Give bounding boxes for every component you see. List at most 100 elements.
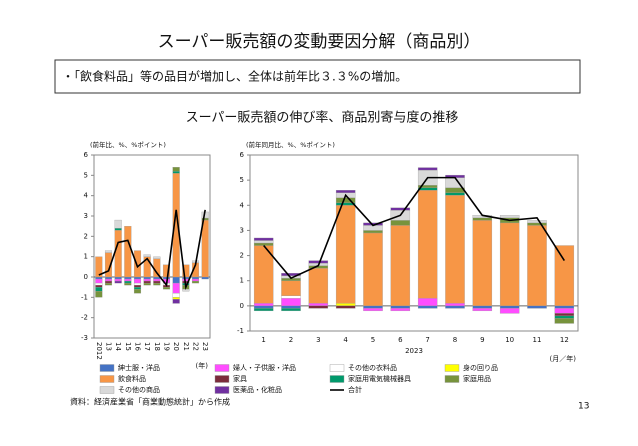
bar-segment — [133, 282, 142, 286]
bar-segment — [114, 280, 122, 284]
summary: ・「飲食料品」等の品目が増加し、全体は前年比３.３%の増加。 — [62, 69, 407, 84]
bar-segment — [191, 280, 200, 284]
legend-label: 合計 — [348, 385, 362, 394]
bar-segment — [133, 278, 142, 284]
bar-segment — [527, 222, 547, 226]
bar-segment — [417, 190, 438, 299]
x-tick-label: 11 — [533, 336, 542, 344]
legend-swatch — [214, 375, 230, 383]
bar-segment — [114, 230, 122, 278]
bar-segment — [253, 240, 274, 244]
bar-segment — [445, 192, 465, 196]
bar-segment — [472, 305, 493, 309]
bar-segment — [335, 305, 356, 309]
legend-swatch — [444, 364, 460, 372]
bar-segment — [335, 303, 356, 307]
bar-segment — [95, 287, 103, 292]
x-tick-label: 10 — [505, 336, 514, 344]
bar-segment — [554, 245, 575, 307]
y-tick-label: 6 — [240, 151, 245, 159]
x-tick-label: 1 — [261, 336, 265, 344]
bar-segment — [390, 220, 411, 226]
legend-swatch — [214, 364, 230, 372]
bar-segment — [133, 250, 142, 278]
bar-segment — [499, 215, 520, 219]
x-unit: (月／年) — [550, 354, 577, 363]
bar-segment — [554, 315, 575, 319]
bar-segment — [554, 308, 575, 314]
y-tick-label: 5 — [84, 171, 88, 179]
summary-box — [54, 59, 581, 94]
legend-label: 婦人・子供服・洋品 — [233, 363, 296, 372]
x-tick-label: 5 — [371, 336, 375, 344]
bar-segment — [363, 308, 383, 312]
y-tick-label: 1 — [84, 253, 88, 261]
legend-label: 飲食料品 — [118, 374, 146, 383]
legend-label: 家庭用品 — [463, 374, 491, 383]
x-label: 2023 — [405, 347, 423, 355]
bar-segment — [499, 305, 520, 309]
y-tick-label: 2 — [240, 252, 244, 260]
bar-segment — [133, 287, 142, 290]
x-tick-label: 13 — [105, 342, 113, 351]
y-tick-label: -1 — [81, 293, 88, 301]
bar-segment — [253, 242, 274, 246]
bar-segment — [499, 222, 520, 307]
x-tick-label: 3 — [316, 336, 320, 344]
bar-segment — [390, 225, 411, 307]
x-unit: (年) — [196, 361, 209, 370]
bar-segment — [527, 220, 547, 224]
bar-segment — [191, 276, 200, 280]
bar-segment — [308, 267, 329, 304]
bar-segment — [124, 282, 132, 286]
bar-segment — [253, 303, 274, 307]
bar-segment — [143, 254, 151, 257]
plot-frame — [93, 154, 211, 339]
x-tick-label: 7 — [425, 336, 429, 344]
y-tick-label: 5 — [240, 176, 244, 184]
bar-segment — [153, 282, 161, 286]
x-tick-label: 9 — [480, 336, 484, 344]
bar-segment — [308, 260, 329, 264]
bar-segment — [153, 258, 161, 278]
bar-segment — [104, 280, 113, 284]
bar-segment — [95, 282, 103, 286]
bar-segment — [253, 305, 274, 309]
bar-segment — [281, 280, 301, 296]
bar-segment — [143, 280, 151, 284]
x-tick-label: 15 — [124, 342, 132, 351]
bar-segment — [472, 220, 493, 307]
bar-segment — [281, 295, 301, 299]
bar-segment — [172, 299, 180, 304]
legend-label: その他の衣料品 — [348, 363, 397, 372]
bar-segment — [335, 205, 356, 304]
y-tick-label: 1 — [240, 277, 244, 285]
x-tick-label: 2 — [289, 336, 293, 344]
bar-segment — [95, 278, 103, 284]
bar-segment — [527, 225, 547, 307]
bar-segment — [104, 282, 113, 286]
bar-segment — [527, 305, 547, 309]
legend-label: 医薬品・化粧品 — [233, 385, 282, 394]
y-tick-label: 3 — [84, 212, 88, 220]
bar-segment — [390, 207, 411, 211]
total-line — [263, 176, 566, 280]
bar-segment — [363, 232, 383, 307]
bar-segment — [162, 264, 171, 278]
bar-segment — [182, 289, 190, 292]
bar-segment — [201, 276, 209, 280]
bar-segment — [182, 276, 190, 280]
x-tick-label: 16 — [134, 342, 142, 351]
legend-swatch — [329, 364, 345, 372]
legend-swatch — [329, 375, 345, 383]
x-tick-label: 21 — [182, 342, 190, 351]
legend-swatch — [99, 386, 115, 394]
x-tick-label: 17 — [143, 342, 151, 351]
bar-segment — [363, 305, 383, 309]
bar-segment — [114, 278, 122, 282]
x-tick-label: 20 — [172, 342, 180, 351]
bar-segment — [153, 276, 161, 280]
y-tick-label: -2 — [81, 314, 88, 322]
bar-segment — [335, 190, 356, 193]
